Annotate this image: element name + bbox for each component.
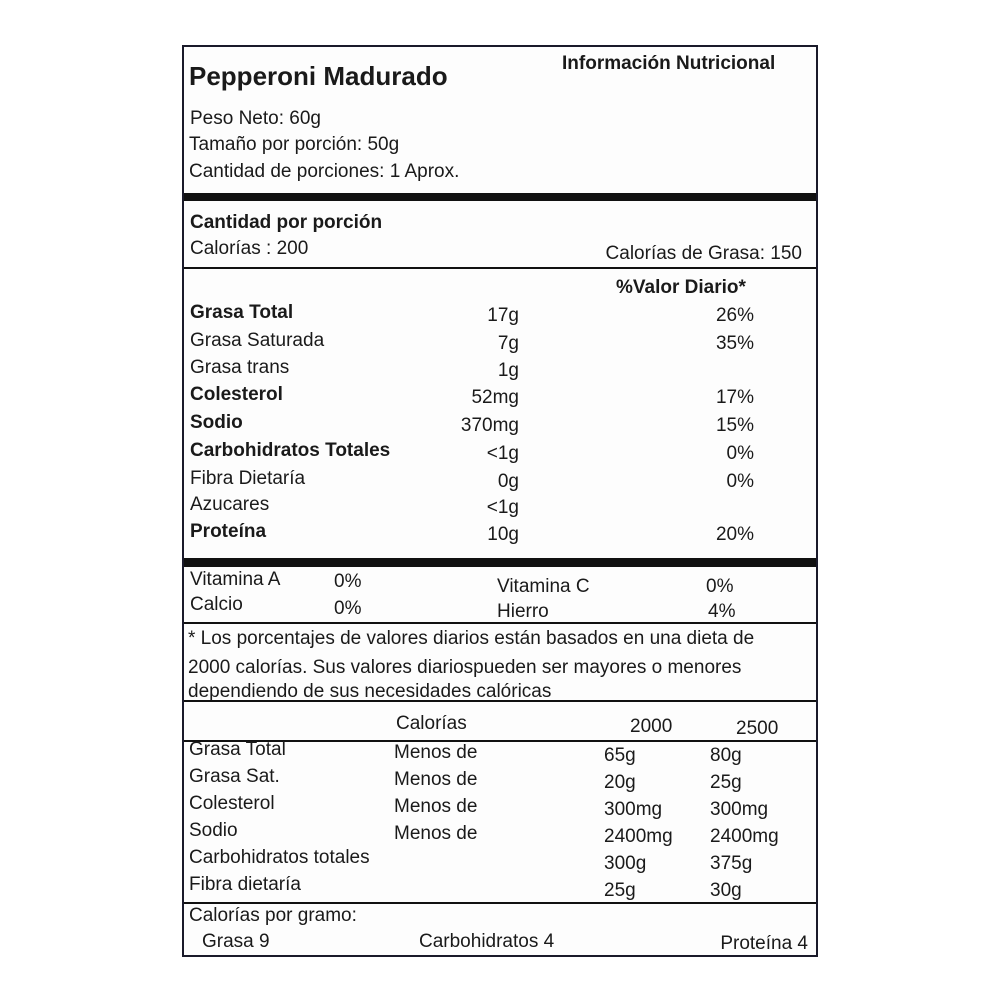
nutrient-amount: <1g: [486, 443, 519, 464]
serving-size: Tamaño por porción: 50g: [189, 134, 400, 155]
divider: [184, 902, 816, 904]
nutrition-label: Pepperoni Madurado Información Nutricion…: [182, 45, 818, 957]
nutrient-name: Grasa trans: [190, 357, 290, 378]
nutrient-daily-value: 0%: [726, 471, 754, 492]
nutrient-daily-value: 0%: [726, 443, 754, 464]
divider: [184, 267, 816, 269]
divider: [184, 622, 816, 624]
ref-col-2000: 2000: [630, 716, 673, 737]
ref-value-2500: 30g: [710, 880, 742, 901]
ref-nutrient-name: Sodio: [189, 820, 238, 841]
fat-calories: Calorías de Grasa: 150: [605, 243, 802, 264]
servings-per-container: Cantidad de porciones: 1 Aprox.: [189, 161, 460, 182]
ref-nutrient-name: Carbohidratos totales: [189, 847, 370, 868]
nutrient-name: Proteína: [190, 521, 267, 542]
ref-nutrient-name: Colesterol: [189, 793, 275, 814]
nutrient-amount: 1g: [497, 360, 519, 381]
ref-value-2500: 2400mg: [710, 826, 779, 847]
ref-nutrient-name: Fibra dietaría: [189, 874, 301, 895]
divider: [184, 740, 816, 742]
nutrient-daily-value: 15%: [715, 415, 754, 436]
carbs-per-gram: Carbohidratos 4: [419, 931, 555, 952]
vitamin-value: 0%: [334, 598, 362, 619]
ref-value-2000: 300mg: [604, 799, 663, 820]
divider: [184, 700, 816, 702]
thick-divider: [184, 558, 816, 567]
daily-value-header: %Valor Diario*: [616, 277, 746, 298]
nutrient-amount: <1g: [486, 497, 519, 518]
vitamin-name: Hierro: [497, 601, 549, 622]
nutrient-name: Carbohidratos Totales: [190, 440, 391, 461]
vitamin-name: Vitamina C: [497, 576, 590, 597]
thick-divider: [184, 193, 816, 201]
fat-per-gram: Grasa 9: [202, 931, 270, 952]
nutrient-daily-value: 20%: [715, 524, 754, 545]
footnote-line: * Los porcentajes de valores diarios est…: [188, 628, 755, 649]
ref-value-2500: 300mg: [710, 799, 769, 820]
nutrient-name: Grasa Total: [190, 302, 294, 323]
ref-value-2000: 300g: [604, 853, 647, 874]
nutrient-daily-value: 26%: [715, 305, 754, 326]
ref-nutrient-name: Grasa Total: [189, 739, 286, 760]
ref-value-2000: 20g: [604, 772, 636, 793]
calories: Calorías : 200: [190, 238, 309, 259]
nutrient-amount: 0g: [497, 471, 519, 492]
nutrient-name: Azucares: [190, 494, 270, 515]
nutrient-name: Fibra Dietaría: [190, 468, 306, 489]
calories-per-gram-title: Calorías por gramo:: [189, 905, 357, 926]
footnote-line: dependiendo de sus necesidades calóricas: [188, 681, 552, 702]
protein-per-gram: Proteína 4: [720, 933, 808, 954]
section-title: Información Nutricional: [562, 53, 776, 74]
footnote-line: 2000 calorías. Sus valores diariospueden…: [188, 657, 742, 678]
ref-qualifier: Menos de: [394, 823, 478, 844]
nutrient-amount: 370mg: [460, 415, 519, 436]
ref-value-2000: 25g: [604, 880, 636, 901]
ref-value-2500: 375g: [710, 853, 753, 874]
vitamin-name: Calcio: [190, 594, 243, 615]
nutrient-amount: 7g: [497, 333, 519, 354]
nutrient-daily-value: 35%: [715, 333, 754, 354]
ref-value-2500: 80g: [710, 745, 742, 766]
vitamin-value: 4%: [708, 601, 736, 622]
ref-value-2500: 25g: [710, 772, 742, 793]
ref-value-2000: 65g: [604, 745, 636, 766]
nutrient-daily-value: 17%: [715, 387, 754, 408]
per-serving-title: Cantidad por porción: [190, 212, 383, 233]
vitamin-value: 0%: [334, 571, 362, 592]
ref-qualifier: Menos de: [394, 769, 478, 790]
nutrient-amount: 10g: [487, 524, 519, 545]
nutrient-name: Grasa Saturada: [190, 330, 325, 351]
vitamin-value: 0%: [706, 576, 734, 597]
ref-col-2500: 2500: [736, 718, 779, 739]
vitamin-name: Vitamina A: [190, 569, 281, 590]
product-name: Pepperoni Madurado: [189, 61, 448, 91]
net-weight: Peso Neto: 60g: [190, 108, 321, 129]
ref-calories-label: Calorías: [396, 713, 467, 734]
nutrient-name: Sodio: [190, 412, 243, 433]
nutrient-amount: 52mg: [471, 387, 519, 408]
ref-value-2000: 2400mg: [604, 826, 673, 847]
ref-qualifier: Menos de: [394, 796, 478, 817]
nutrient-name: Colesterol: [190, 384, 283, 405]
nutrient-amount: 17g: [487, 305, 519, 326]
ref-qualifier: Menos de: [394, 742, 478, 763]
ref-nutrient-name: Grasa Sat.: [189, 766, 280, 787]
